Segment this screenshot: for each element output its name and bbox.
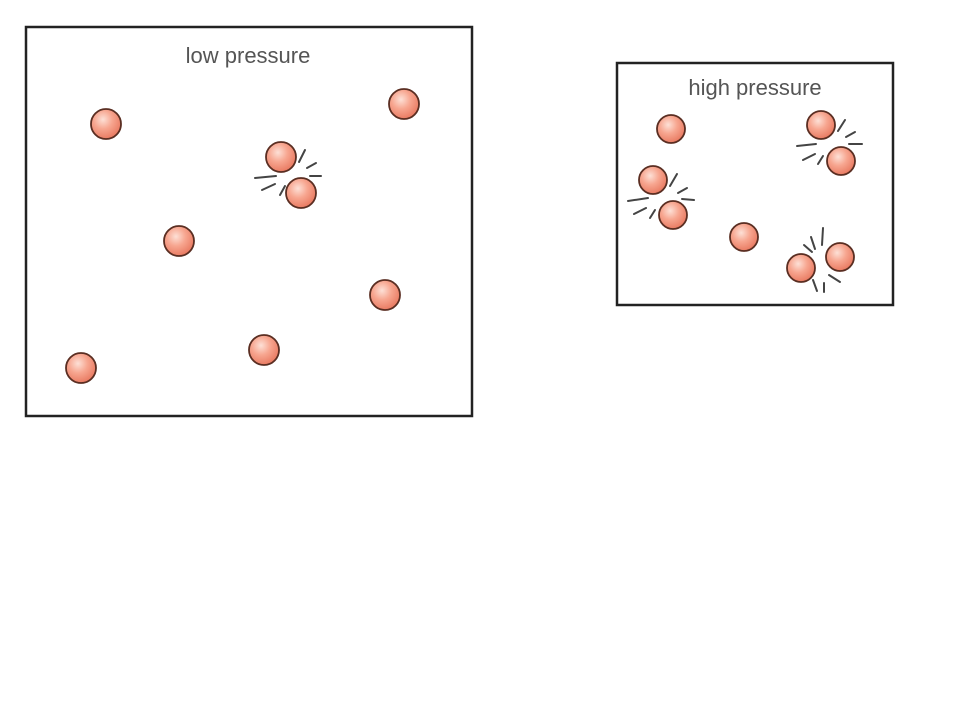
particle <box>806 110 836 140</box>
particle <box>248 334 280 366</box>
low-pressure-container: low pressure <box>24 25 474 418</box>
particle <box>638 165 668 195</box>
particle <box>656 114 686 144</box>
particle <box>265 141 297 173</box>
particle <box>786 253 816 283</box>
particle <box>369 279 401 311</box>
high-pressure-label: high pressure <box>688 75 821 100</box>
particle <box>388 88 420 120</box>
collision-marks <box>627 119 863 293</box>
particle <box>163 225 195 257</box>
particle <box>826 146 856 176</box>
particle <box>658 200 688 230</box>
particle <box>90 108 122 140</box>
low-pressure-label: low pressure <box>186 43 311 68</box>
particle <box>285 177 317 209</box>
particle <box>729 222 759 252</box>
collision-marks <box>254 149 322 196</box>
particle <box>825 242 855 272</box>
particle <box>65 352 97 384</box>
high-pressure-container: high pressure <box>615 61 895 307</box>
